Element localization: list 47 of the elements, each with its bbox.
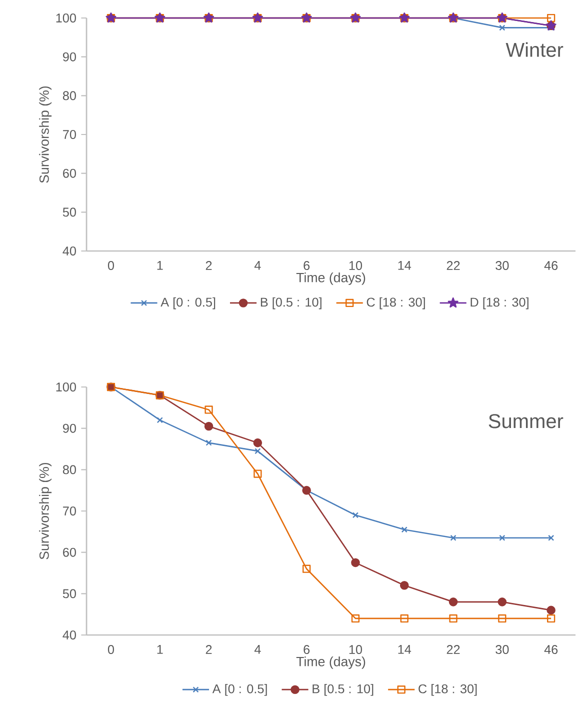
- x-tick-label: 4: [254, 261, 261, 270]
- x-tick-label: 22: [446, 645, 460, 654]
- x-tick-label: 0: [108, 645, 114, 654]
- y-tick-label: 60: [63, 168, 76, 178]
- x-tick-label: 14: [398, 261, 412, 270]
- y-tick-label: 50: [62, 589, 76, 598]
- x-tick-label: 6: [304, 261, 310, 270]
- x-tick-label: 2: [206, 645, 212, 654]
- legend-label: B [0.5 : 10]: [312, 684, 374, 696]
- y-tick-label: 70: [63, 130, 76, 139]
- y-tick-label: 50: [62, 208, 76, 217]
- legend-label: B [0.5 : 10]: [260, 297, 322, 310]
- x-tick-label: 30: [496, 645, 509, 654]
- x-tick-label: 2: [206, 261, 212, 270]
- y-tick-label: 90: [62, 424, 76, 433]
- legend-label: C [18 : 30]: [366, 297, 425, 310]
- x-tick-label: 46: [544, 261, 558, 270]
- x-axis-title: Time (days): [296, 272, 366, 285]
- y-tick-label: 40: [62, 630, 76, 640]
- y-tick-label: 100: [56, 14, 76, 22]
- x-tick-label: 10: [349, 645, 362, 654]
- legend-label: A [0 : 0.5]: [160, 297, 216, 310]
- y-tick-label: 80: [62, 91, 76, 100]
- y-tick-label: 100: [56, 382, 76, 392]
- legend-label: C [18 : 30]: [418, 684, 477, 696]
- y-tick-label: 60: [63, 548, 76, 557]
- x-tick-label: 6: [304, 645, 310, 654]
- x-tick-label: 30: [496, 261, 509, 270]
- x-tick-label: 10: [349, 261, 362, 270]
- x-tick-label: 4: [254, 645, 261, 654]
- legend-label: D [18 : 30]: [470, 297, 528, 310]
- y-axis-title: Survivorship (%): [39, 86, 52, 183]
- y-tick-label: 70: [63, 506, 76, 516]
- x-tick-label: 22: [446, 261, 460, 270]
- x-tick-label: 14: [398, 645, 412, 654]
- y-tick-label: 40: [62, 246, 76, 256]
- x-tick-label: 1: [157, 261, 163, 270]
- y-tick-label: 90: [62, 52, 76, 62]
- x-tick-label: 1: [157, 645, 163, 654]
- legend-label: A [0 : 0.5]: [212, 684, 267, 696]
- text: Summer: [488, 414, 564, 428]
- x-axis-title: Time (days): [296, 656, 366, 669]
- y-tick-label: 80: [62, 465, 76, 474]
- x-tick-label: 0: [108, 261, 114, 270]
- y-axis-title: Survivorship (%): [39, 462, 52, 560]
- x-tick-label: 46: [544, 645, 558, 654]
- text: Winter: [506, 42, 564, 57]
